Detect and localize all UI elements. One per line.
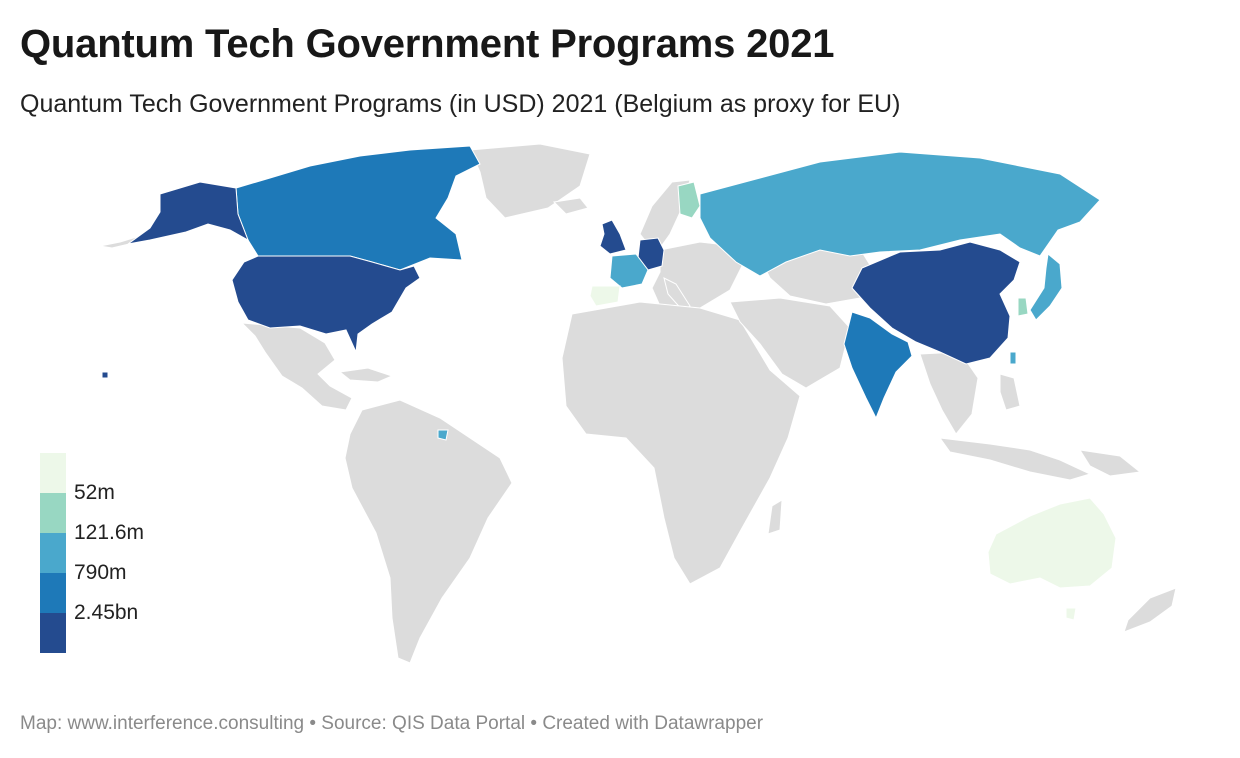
country-iceland[interactable] <box>552 197 589 215</box>
map-legend: 52m 121.6m 790m 2.45bn <box>40 453 240 653</box>
region-southeast-asia[interactable] <box>919 351 979 435</box>
country-china[interactable] <box>851 241 1021 365</box>
country-usa-alaska[interactable] <box>127 181 249 245</box>
region-middle-east[interactable] <box>729 297 851 389</box>
country-france[interactable] <box>609 253 649 289</box>
country-papua-new-guinea[interactable] <box>1079 449 1142 477</box>
country-canada[interactable] <box>235 145 481 271</box>
source-footer: Map: www.interference.consulting • Sourc… <box>20 713 764 734</box>
world-map <box>0 138 1240 678</box>
country-usa-hawaii[interactable] <box>101 371 109 379</box>
legend-swatch-2 <box>40 533 66 573</box>
country-india[interactable] <box>843 311 913 420</box>
country-australia[interactable] <box>987 497 1117 589</box>
country-uk[interactable] <box>599 219 627 255</box>
legend-label-2-45bn: 2.45bn <box>74 601 139 624</box>
country-greenland[interactable] <box>469 143 591 219</box>
country-mexico[interactable] <box>240 322 353 411</box>
country-japan[interactable] <box>1029 253 1063 321</box>
country-south-korea[interactable] <box>1017 297 1029 317</box>
legend-swatch-4 <box>40 613 66 653</box>
country-spain[interactable] <box>589 285 621 307</box>
chart-subtitle: Quantum Tech Government Programs (in USD… <box>20 90 901 118</box>
region-caribbean[interactable] <box>338 367 394 383</box>
country-new-zealand[interactable] <box>1123 587 1177 633</box>
legend-label-121-6m: 121.6m <box>74 521 145 544</box>
country-usa[interactable] <box>231 255 421 354</box>
country-russia[interactable] <box>699 151 1101 277</box>
legend-label-790m: 790m <box>74 561 127 584</box>
country-taiwan[interactable] <box>1009 351 1017 365</box>
continent-south-america[interactable] <box>344 399 513 664</box>
country-french-guiana[interactable] <box>437 429 449 441</box>
chart-title: Quantum Tech Government Programs 2021 <box>20 22 835 66</box>
legend-label-52m: 52m <box>74 481 115 504</box>
region-indonesia[interactable] <box>938 437 1092 481</box>
world-map-svg <box>99 143 1177 664</box>
legend-swatch-3 <box>40 573 66 613</box>
legend-swatch-0 <box>40 453 66 493</box>
country-philippines[interactable] <box>999 373 1021 411</box>
country-australia-tasmania[interactable] <box>1065 607 1077 621</box>
legend-swatch-1 <box>40 493 66 533</box>
country-finland[interactable] <box>677 181 701 219</box>
country-madagascar[interactable] <box>767 499 783 535</box>
